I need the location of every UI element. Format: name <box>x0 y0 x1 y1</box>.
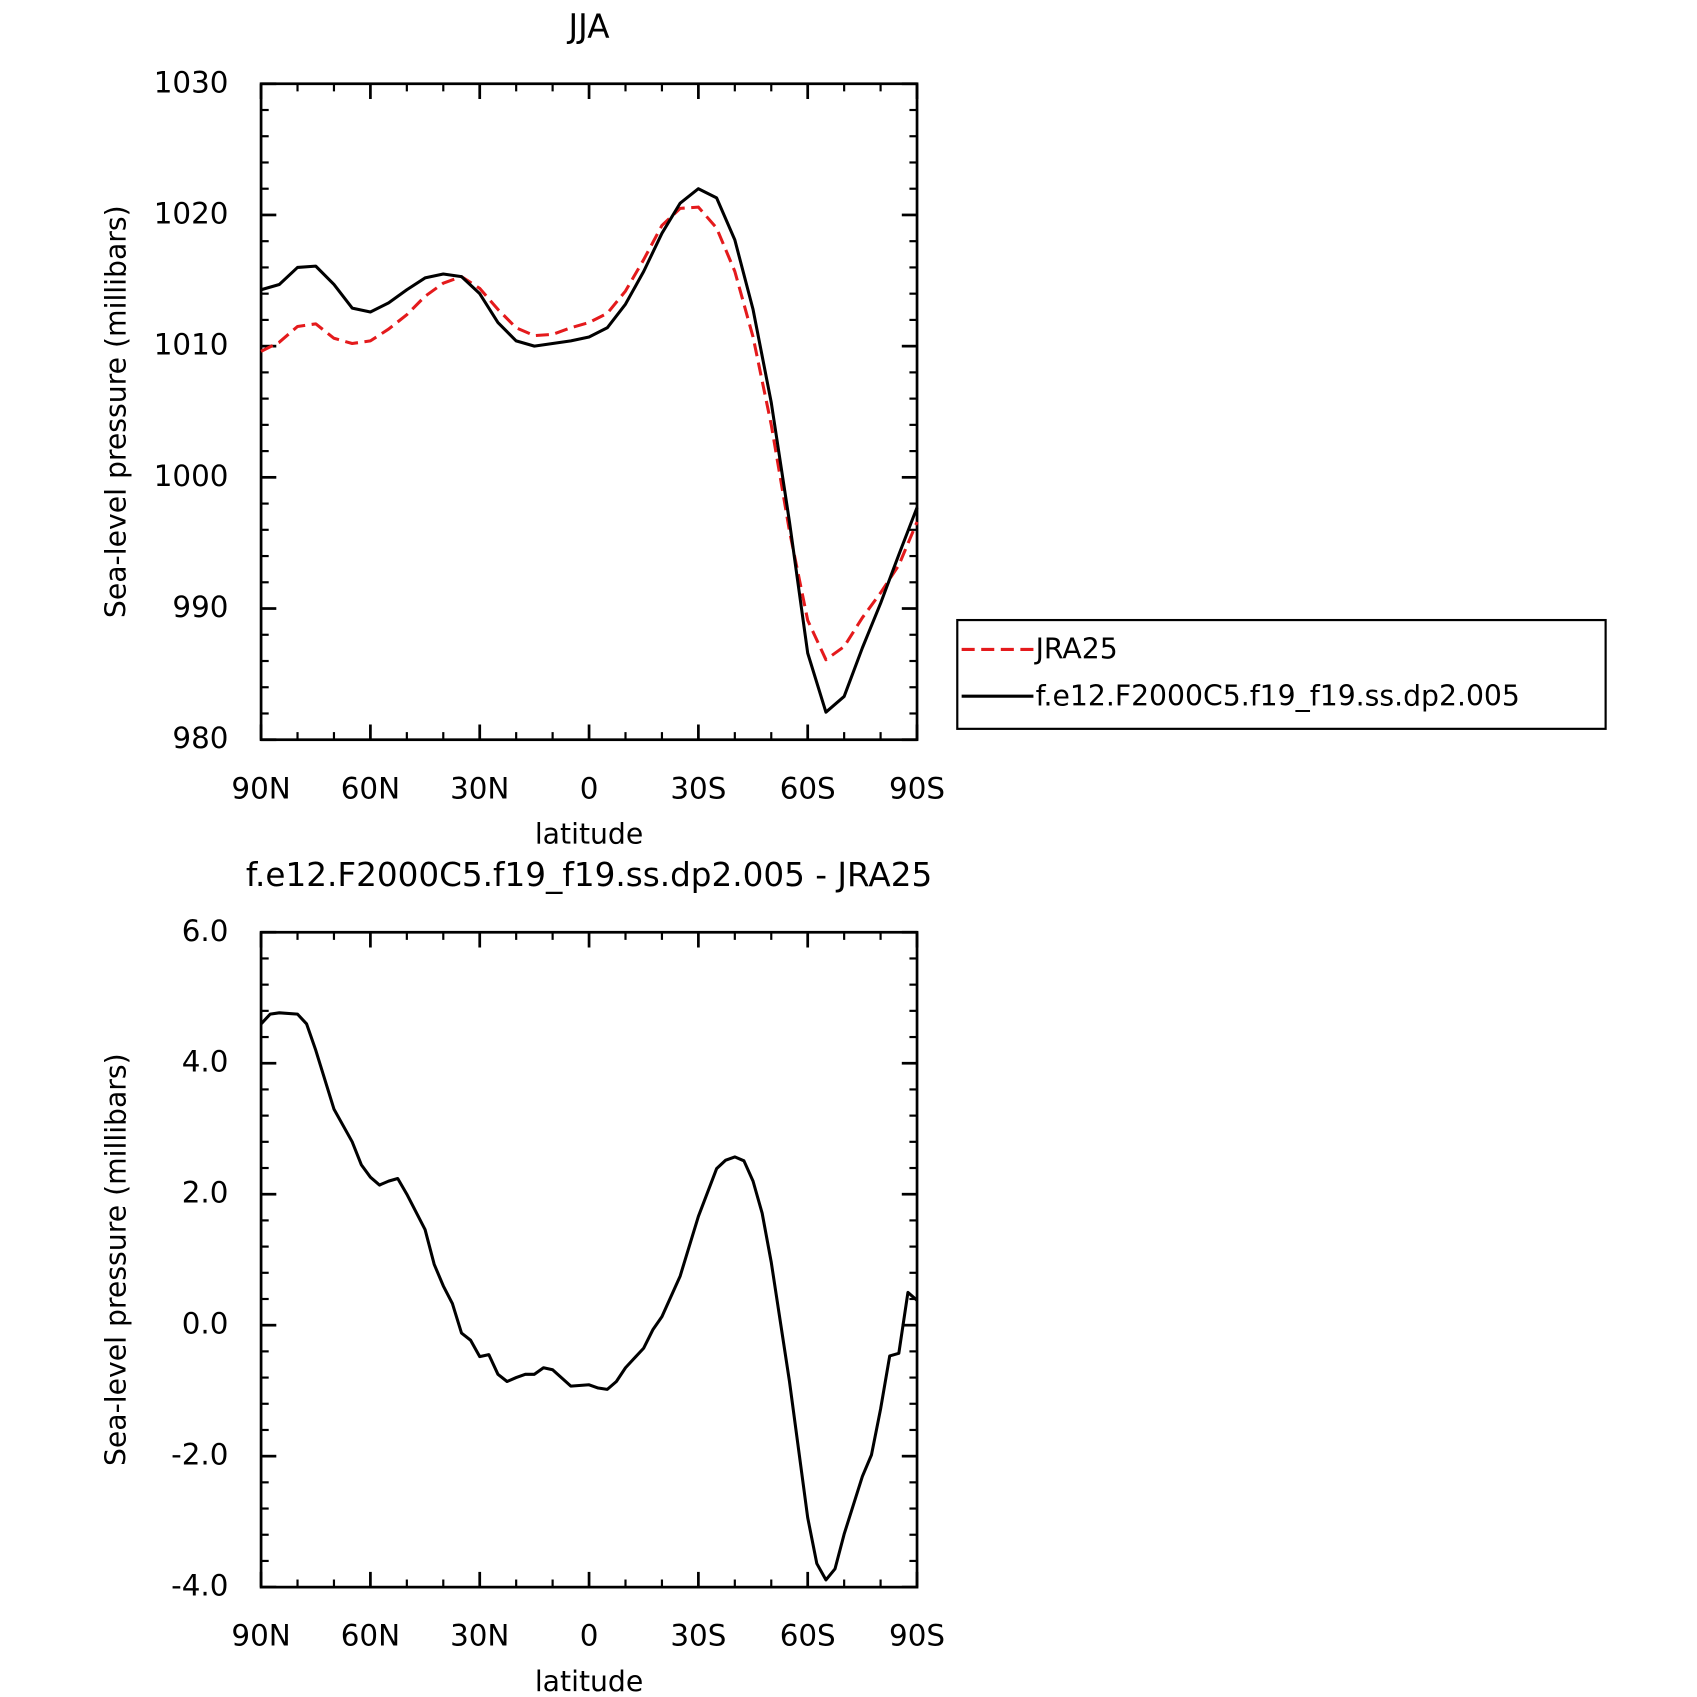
legend-label: JRA25 <box>1034 633 1118 666</box>
x-tick-label: 0 <box>580 1619 599 1653</box>
plot: JJA latitude Sea-level pressure (millibars… <box>99 7 1607 850</box>
x-axis-label: latitude <box>535 817 643 850</box>
x-tick-label: 30N <box>450 771 509 805</box>
x-tick-label: 60N <box>341 771 400 805</box>
y-tick-label: 990 <box>172 590 228 624</box>
x-tick-label: 60N <box>341 1619 400 1653</box>
x-tick-label: 30S <box>670 1619 726 1653</box>
x-tick-label: 0 <box>580 771 599 805</box>
x-tick-label: 30S <box>670 771 726 805</box>
y-tick-label: 4.0 <box>182 1045 229 1079</box>
y-tick-label: 1010 <box>154 328 229 362</box>
data-line <box>259 1011 919 1582</box>
plot: f.e12.F2000C5.f19_f19.ss.dp2.005 - JRA25… <box>99 856 945 1697</box>
chart-title: JJA <box>567 7 611 45</box>
y-tick-label: 1030 <box>154 65 229 99</box>
data-line <box>260 187 919 714</box>
chart-title: f.e12.F2000C5.f19_f19.ss.dp2.005 - JRA25 <box>246 856 932 894</box>
x-tick-label: 30N <box>450 1619 509 1653</box>
x-tick-label: 60S <box>780 771 836 805</box>
y-tick-label: 2.0 <box>182 1176 229 1210</box>
plot-frame <box>259 930 919 1589</box>
y-tick-label: 1000 <box>154 459 229 493</box>
legend-label: f.e12.F2000C5.f19_f19.ss.dp2.005 <box>1036 679 1520 712</box>
y-tick-label: 980 <box>172 721 228 755</box>
legend-box <box>956 618 1607 730</box>
y-axis-label: Sea-level pressure (millibars) <box>99 205 132 618</box>
x-tick-label: 90N <box>231 771 290 805</box>
x-tick-label: 90S <box>889 771 945 805</box>
y-tick-label: -2.0 <box>171 1438 228 1472</box>
y-tick-label: -4.0 <box>171 1569 228 1603</box>
x-tick-label: 90N <box>231 1619 290 1653</box>
x-tick-label: 90S <box>889 1619 945 1653</box>
y-tick-label: 0.0 <box>182 1307 229 1341</box>
x-tick-label: 60S <box>780 1619 836 1653</box>
y-tick-label: 1020 <box>154 196 229 230</box>
x-axis-label: latitude <box>535 1665 643 1697</box>
y-axis-label: Sea-level pressure (millibars) <box>99 1053 132 1466</box>
y-tick-label: 6.0 <box>182 914 229 948</box>
data-line <box>260 205 919 662</box>
